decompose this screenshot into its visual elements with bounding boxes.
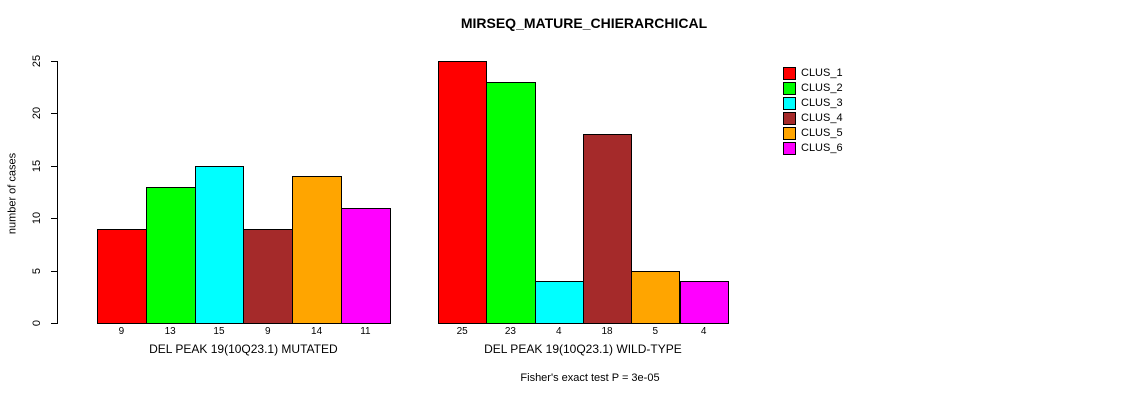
legend-item: CLUS_1 bbox=[783, 66, 843, 81]
y-axis-tick-label: 20 bbox=[31, 107, 43, 120]
bar-clus_1 bbox=[438, 61, 488, 324]
y-axis-tick bbox=[51, 61, 57, 62]
legend-item: CLUS_2 bbox=[783, 81, 843, 96]
x-axis-group-label: DEL PEAK 19(10Q23.1) MUTATED bbox=[149, 342, 338, 356]
legend-swatch bbox=[783, 142, 796, 155]
bar-value-label: 23 bbox=[504, 326, 516, 337]
bar-value-label: 11 bbox=[360, 326, 371, 337]
bar-value-label: 5 bbox=[652, 326, 659, 337]
x-axis-group-label: DEL PEAK 19(10Q23.1) WILD-TYPE bbox=[484, 342, 682, 356]
legend-label: CLUS_4 bbox=[801, 112, 843, 124]
legend-swatch bbox=[783, 112, 796, 125]
legend-label: CLUS_1 bbox=[801, 67, 843, 79]
bar-value-label: 15 bbox=[213, 326, 225, 337]
bar-clus_5 bbox=[292, 176, 342, 324]
bar-value-label: 13 bbox=[164, 326, 176, 337]
bar-value-label: 9 bbox=[118, 326, 125, 337]
legend-swatch bbox=[783, 82, 796, 95]
y-axis-tick bbox=[51, 165, 57, 167]
bar-value-label: 18 bbox=[601, 326, 613, 337]
annotation-text: Fisher's exact test P = 3e-05 bbox=[520, 372, 660, 384]
y-axis-tick-label: 10 bbox=[31, 212, 43, 225]
bar-clus_4 bbox=[582, 134, 633, 324]
legend-item: CLUS_3 bbox=[783, 96, 843, 111]
bar-clus_5 bbox=[631, 271, 681, 324]
y-axis-tick-label: 25 bbox=[31, 54, 43, 68]
bar-clus_6 bbox=[679, 281, 729, 324]
y-axis-tick bbox=[51, 218, 57, 220]
y-axis-tick-label: 5 bbox=[31, 267, 43, 274]
legend-item: CLUS_5 bbox=[783, 126, 843, 141]
bar-clus_2 bbox=[486, 82, 536, 324]
bar-clus_2 bbox=[145, 187, 196, 324]
bar-value-label: 25 bbox=[456, 326, 468, 337]
bar-clus_4 bbox=[243, 229, 294, 324]
bar-clus_3 bbox=[194, 166, 245, 324]
legend-swatch bbox=[783, 97, 796, 110]
legend-swatch bbox=[783, 67, 796, 80]
bar-clus_6 bbox=[341, 208, 391, 324]
bar-value-label: 9 bbox=[265, 326, 271, 337]
legend-swatch bbox=[783, 127, 796, 140]
legend: CLUS_1 CLUS_2 CLUS_3 CLUS_4 CLUS_5 CLUS_6 bbox=[783, 66, 843, 156]
bar-value-label: 14 bbox=[311, 326, 323, 337]
legend-label: CLUS_3 bbox=[801, 97, 843, 109]
chart-title: MIRSEQ_MATURE_CHIERARCHICAL bbox=[460, 15, 708, 31]
legend-label: CLUS_2 bbox=[801, 82, 843, 94]
legend-item: CLUS_4 bbox=[783, 111, 843, 126]
legend-label: CLUS_5 bbox=[801, 127, 843, 139]
y-axis-tick bbox=[51, 270, 57, 272]
y-axis-tick bbox=[51, 323, 57, 324]
y-axis-line bbox=[57, 61, 58, 324]
y-axis-tick-label: 15 bbox=[31, 159, 43, 172]
y-axis-tick-label: 0 bbox=[31, 319, 43, 327]
legend-label: CLUS_6 bbox=[801, 142, 843, 154]
legend-item: CLUS_6 bbox=[783, 141, 843, 156]
bar-clus_1 bbox=[97, 229, 147, 324]
bar-value-label: 4 bbox=[700, 326, 707, 337]
bar-clus_3 bbox=[534, 281, 584, 324]
bar-value-label: 4 bbox=[555, 326, 562, 337]
y-axis-tick bbox=[51, 113, 57, 115]
